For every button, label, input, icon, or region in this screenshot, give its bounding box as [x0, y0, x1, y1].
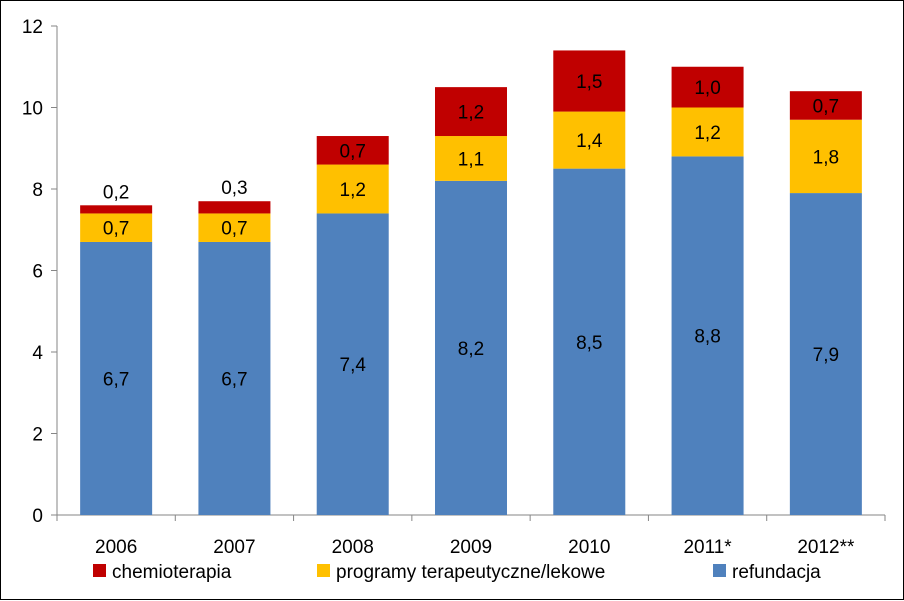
data-label: 1,4	[576, 131, 603, 152]
data-label: 8,5	[576, 333, 602, 354]
bar-segment-chemioterapia	[435, 87, 507, 137]
bar-segment-chemioterapia	[80, 205, 153, 214]
y-tick-label: 8	[32, 180, 43, 201]
bar-segment-programy-terapeutyczne-lekowe	[80, 213, 153, 242]
data-label: 8,8	[694, 327, 720, 348]
bar-segment-programy-terapeutyczne-lekowe	[435, 136, 507, 181]
bar-segment-chemioterapia	[198, 201, 271, 214]
x-tick-label: 2010	[568, 537, 610, 558]
data-label: 1,2	[458, 103, 484, 124]
bar-segment-chemioterapia	[316, 136, 389, 165]
legend-swatch	[317, 564, 330, 577]
bar-segment-chemioterapia	[671, 66, 744, 108]
bar-segment-refundacja	[789, 193, 862, 515]
axes: 0 2 4 6 8 10 12 2006 2007 2008 2009 2010 2011* 2012**	[22, 17, 886, 558]
data-label: 7,4	[340, 355, 367, 376]
bar-segment-refundacja	[671, 156, 744, 515]
y-tick-label: 2	[32, 425, 43, 446]
data-label: 0,7	[221, 219, 247, 240]
x-tick-label: 2006	[95, 537, 137, 558]
data-label: 1,0	[694, 78, 720, 99]
bar-segment-refundacja	[198, 241, 271, 515]
bar-segment-refundacja	[435, 180, 507, 515]
legend-label: chemioterapia	[112, 562, 232, 583]
data-label: 1,2	[340, 180, 366, 201]
x-tick-label: 2008	[332, 537, 374, 558]
data-label: 0,2	[103, 182, 129, 203]
data-label: 0,7	[813, 96, 839, 117]
y-tick-label: 0	[32, 506, 43, 527]
bar-segment-programy-terapeutyczne-lekowe	[789, 119, 862, 194]
bar-segment-refundacja	[316, 213, 389, 515]
legend-label: refundacja	[732, 562, 821, 583]
y-tick-label: 6	[32, 262, 43, 283]
x-tick-label: 2011*	[683, 537, 732, 558]
legend-label: programy terapeutyczne/lekowe	[336, 562, 605, 583]
y-tick-label: 10	[22, 99, 43, 120]
x-tick-label: 2009	[450, 537, 492, 558]
legend-swatch	[93, 564, 106, 577]
data-label: 7,9	[813, 345, 839, 366]
data-label: 0,3	[221, 178, 247, 199]
data-label: 0,7	[340, 141, 366, 162]
x-tick-label: 2007	[213, 537, 255, 558]
data-label: 6,7	[103, 369, 129, 390]
bar-segment-programy-terapeutyczne-lekowe	[671, 107, 744, 157]
data-label: 1,8	[813, 147, 839, 168]
bar-segment-programy-terapeutyczne-lekowe	[553, 111, 626, 169]
data-label: 8,2	[458, 339, 484, 360]
bar-segment-refundacja	[553, 168, 626, 515]
y-tick-label: 12	[22, 17, 43, 38]
bars	[80, 50, 862, 515]
legend-swatch	[713, 564, 726, 577]
bar-segment-chemioterapia	[789, 91, 862, 120]
bar-segment-chemioterapia	[553, 50, 626, 112]
x-tick-label: 2012**	[797, 537, 855, 558]
bar-segment-programy-terapeutyczne-lekowe	[316, 164, 389, 214]
data-label: 1,1	[458, 149, 484, 170]
data-label: 6,7	[221, 369, 247, 390]
data-labels: 6,7 0,7 0,2 6,7 0,7 0,3 7,4 1,2 0,7 8,2 1,1 1,2 8,5 1…	[103, 72, 839, 390]
y-tick-label: 4	[32, 343, 43, 364]
data-label: 0,7	[103, 219, 129, 240]
data-label: 1,2	[694, 123, 720, 144]
legend: chemioterapia programy terapeutyczne/leko…	[93, 562, 821, 583]
bar-segment-refundacja	[80, 241, 153, 515]
bar-segment-programy-terapeutyczne-lekowe	[198, 213, 271, 242]
data-label: 1,5	[576, 72, 602, 93]
